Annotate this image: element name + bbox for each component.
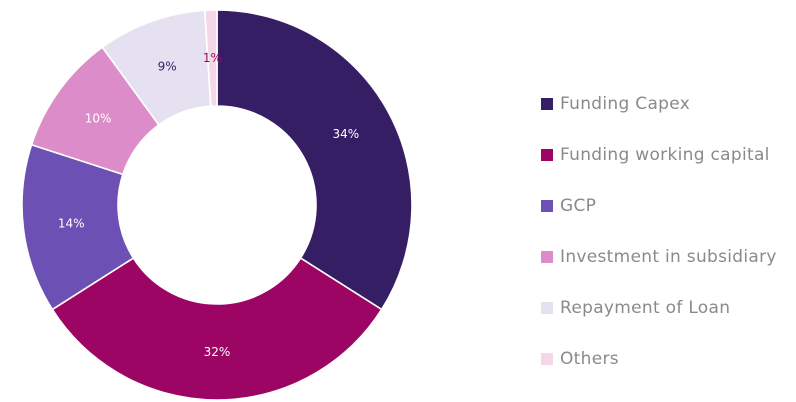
legend-label-funding-working-capital: Funding working capital <box>560 145 770 165</box>
slice-label-others: 1% <box>203 51 222 65</box>
slice-label-gcp: 14% <box>58 216 85 230</box>
legend-label-repayment-of-loan: Repayment of Loan <box>560 298 730 318</box>
legend-swatch-funding-capex <box>541 98 553 110</box>
slice-funding-working-capital <box>51 256 383 401</box>
legend-swatch-funding-working-capital <box>541 149 553 161</box>
legend-label-funding-capex: Funding Capex <box>560 94 690 114</box>
legend-label-gcp: GCP <box>560 196 596 216</box>
slice-others <box>203 9 218 108</box>
legend-swatch-repayment-of-loan <box>541 302 553 314</box>
slice-label-repayment-of-loan: 9% <box>158 60 177 74</box>
slice-label-funding-capex: 34% <box>332 127 359 141</box>
slice-funding-capex <box>216 9 413 311</box>
slice-labels: 34% 32% 14% 10% 9% 1% <box>58 51 359 359</box>
legend-swatch-investment-in-subsidiary <box>541 251 553 263</box>
slice-label-funding-working-capital: 32% <box>204 345 231 359</box>
legend-swatch-others <box>541 353 553 365</box>
legend-swatch-gcp <box>541 200 553 212</box>
donut-slices <box>21 9 413 401</box>
legend-label-investment-in-subsidiary: Investment in subsidiary <box>560 247 777 267</box>
slice-label-investment-in-subsidiary: 10% <box>85 112 112 126</box>
legend-label-others: Others <box>560 349 619 369</box>
legend: Funding Capex Funding working capital GCP I… <box>541 94 777 369</box>
